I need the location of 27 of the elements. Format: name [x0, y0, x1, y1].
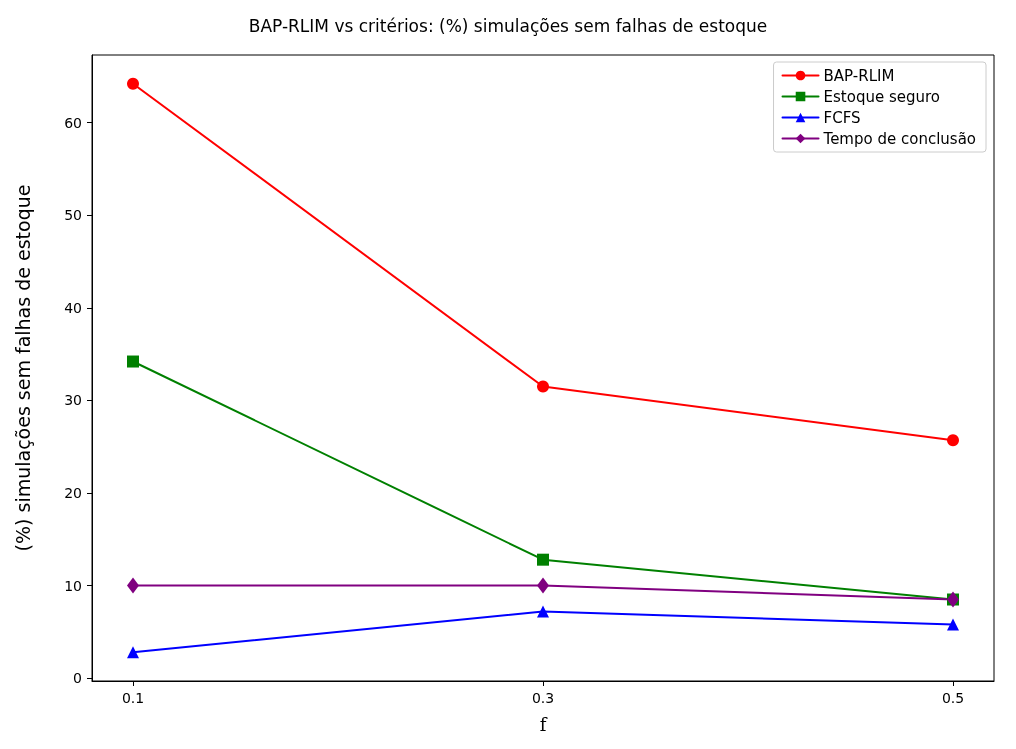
point	[537, 605, 549, 618]
x-tick-label: 0.3	[531, 690, 555, 706]
legend-label: Tempo de conclusão	[822, 129, 977, 148]
y-axis-title: (%) simulações sem falhas de estoque	[11, 184, 34, 552]
x-axis-title: f	[539, 713, 548, 735]
y-tick-label: 20	[64, 485, 82, 502]
point	[127, 355, 139, 368]
legend-label: BAP-RLIM	[823, 66, 895, 85]
point	[127, 77, 139, 90]
x-tick-label: 0.5	[941, 690, 965, 706]
point	[947, 434, 959, 447]
y-tick-label: 10	[64, 577, 82, 594]
x-tick-label: 0.1	[121, 690, 145, 706]
y-tick-label: 0	[73, 670, 82, 687]
y-tick-label: 50	[64, 207, 82, 224]
legend-label: Estoque seguro	[823, 87, 940, 106]
chart-title: BAP-RLIM vs critérios: (%) simulações sem falhas de estoque	[248, 15, 768, 36]
point	[127, 646, 139, 659]
point	[537, 553, 549, 566]
legend-label: FCFS	[823, 108, 861, 127]
point	[537, 380, 549, 393]
y-tick-label: 30	[64, 392, 82, 409]
y-tick-label: 60	[64, 114, 82, 131]
y-tick-label: 40	[64, 299, 82, 316]
point	[537, 577, 549, 594]
point	[947, 618, 959, 631]
point	[127, 577, 139, 594]
